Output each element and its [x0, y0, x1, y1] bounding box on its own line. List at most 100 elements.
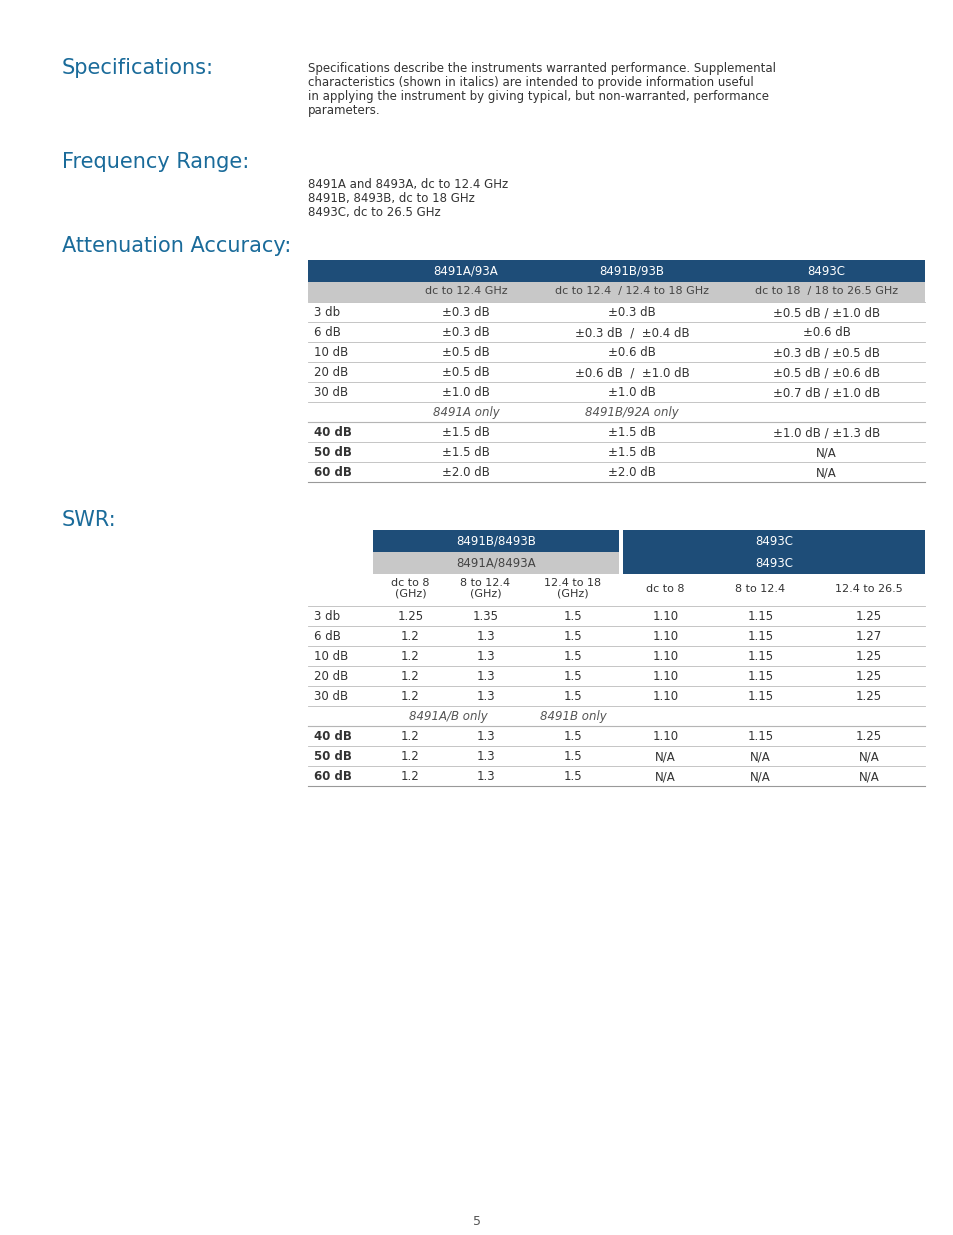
- Text: 8491B only: 8491B only: [539, 710, 606, 722]
- Text: ±1.0 dB / ±1.3 dB: ±1.0 dB / ±1.3 dB: [772, 426, 880, 438]
- Text: ±0.5 dB / ±0.6 dB: ±0.5 dB / ±0.6 dB: [772, 366, 879, 379]
- Text: 1.3: 1.3: [476, 750, 495, 763]
- Text: dc to 12.4  / 12.4 to 18 GHz: dc to 12.4 / 12.4 to 18 GHz: [555, 287, 708, 296]
- Text: 1.2: 1.2: [400, 769, 419, 783]
- Text: N/A: N/A: [655, 750, 675, 763]
- Text: 1.15: 1.15: [746, 610, 773, 622]
- Text: 1.25: 1.25: [855, 610, 882, 622]
- Text: 1.10: 1.10: [652, 730, 678, 743]
- Text: 12.4 to 18: 12.4 to 18: [544, 578, 601, 588]
- Text: ±1.5 dB: ±1.5 dB: [607, 426, 656, 438]
- Text: ±0.3 dB  /  ±0.4 dB: ±0.3 dB / ±0.4 dB: [574, 326, 689, 338]
- Text: 50 dB: 50 dB: [314, 750, 352, 763]
- Text: Attenuation Accuracy:: Attenuation Accuracy:: [62, 236, 291, 256]
- Text: dc to 8: dc to 8: [391, 578, 429, 588]
- Text: 1.15: 1.15: [746, 630, 773, 643]
- Bar: [373, 552, 618, 574]
- Text: 1.15: 1.15: [746, 671, 773, 683]
- Bar: [622, 552, 924, 574]
- Text: N/A: N/A: [815, 466, 836, 479]
- Text: N/A: N/A: [749, 769, 770, 783]
- Text: 1.3: 1.3: [476, 730, 495, 743]
- Text: 1.3: 1.3: [476, 690, 495, 703]
- Text: in applying the instrument by giving typical, but non-warranted, performance: in applying the instrument by giving typ…: [308, 90, 768, 103]
- Text: 8491A/8493A: 8491A/8493A: [456, 557, 536, 571]
- Text: 1.2: 1.2: [400, 690, 419, 703]
- Text: 5: 5: [473, 1215, 480, 1228]
- Text: 60 dB: 60 dB: [314, 466, 352, 479]
- Text: dc to 12.4 GHz: dc to 12.4 GHz: [424, 287, 507, 296]
- Text: 1.25: 1.25: [855, 730, 882, 743]
- Text: 1.5: 1.5: [563, 671, 581, 683]
- Text: ±1.5 dB: ±1.5 dB: [441, 446, 490, 459]
- Text: 1.25: 1.25: [855, 650, 882, 663]
- Text: N/A: N/A: [749, 750, 770, 763]
- Text: 1.5: 1.5: [563, 650, 581, 663]
- Text: 1.27: 1.27: [855, 630, 882, 643]
- Text: 1.25: 1.25: [397, 610, 423, 622]
- Text: 10 dB: 10 dB: [314, 650, 348, 663]
- Text: (GHz): (GHz): [469, 589, 500, 599]
- Text: 8493C: 8493C: [754, 557, 792, 571]
- Text: 20 dB: 20 dB: [314, 671, 348, 683]
- Text: Frequency Range:: Frequency Range:: [62, 152, 249, 172]
- Text: 1.5: 1.5: [563, 769, 581, 783]
- Text: 20 dB: 20 dB: [314, 366, 348, 379]
- Text: 8491A/B only: 8491A/B only: [408, 710, 487, 722]
- Text: 1.2: 1.2: [400, 650, 419, 663]
- Text: 3 db: 3 db: [314, 306, 340, 319]
- Text: N/A: N/A: [655, 769, 675, 783]
- Text: 30 dB: 30 dB: [314, 690, 348, 703]
- Text: 8493C, dc to 26.5 GHz: 8493C, dc to 26.5 GHz: [308, 206, 440, 219]
- Text: 1.2: 1.2: [400, 671, 419, 683]
- Text: ±0.6 dB: ±0.6 dB: [801, 326, 849, 338]
- Text: SWR:: SWR:: [62, 510, 116, 530]
- Text: ±1.0 dB: ±1.0 dB: [441, 387, 490, 399]
- Text: 1.15: 1.15: [746, 650, 773, 663]
- Text: 12.4 to 26.5: 12.4 to 26.5: [834, 584, 902, 594]
- Text: 8491B/93B: 8491B/93B: [598, 266, 664, 278]
- Text: N/A: N/A: [858, 750, 879, 763]
- Text: 60 dB: 60 dB: [314, 769, 352, 783]
- Text: ±1.5 dB: ±1.5 dB: [441, 426, 490, 438]
- Text: 8491A and 8493A, dc to 12.4 GHz: 8491A and 8493A, dc to 12.4 GHz: [308, 178, 508, 191]
- Text: ±0.3 dB: ±0.3 dB: [441, 306, 489, 319]
- Text: 1.5: 1.5: [563, 630, 581, 643]
- Text: 1.10: 1.10: [652, 690, 678, 703]
- Bar: [308, 261, 924, 282]
- Text: ±1.0 dB: ±1.0 dB: [607, 387, 656, 399]
- Text: 1.10: 1.10: [652, 610, 678, 622]
- Text: Specifications describe the instruments warranted performance. Supplemental: Specifications describe the instruments …: [308, 62, 775, 75]
- Text: 8 to 12.4: 8 to 12.4: [460, 578, 510, 588]
- Text: 8493C: 8493C: [754, 535, 792, 548]
- Text: 8491B/92A only: 8491B/92A only: [584, 406, 679, 419]
- Text: 1.10: 1.10: [652, 650, 678, 663]
- Text: 1.3: 1.3: [476, 650, 495, 663]
- Text: characteristics (shown in italics) are intended to provide information useful: characteristics (shown in italics) are i…: [308, 77, 753, 89]
- Text: ±2.0 dB: ±2.0 dB: [441, 466, 490, 479]
- Text: 1.5: 1.5: [563, 750, 581, 763]
- Text: 40 dB: 40 dB: [314, 730, 352, 743]
- Text: dc to 8: dc to 8: [645, 584, 684, 594]
- Text: 1.2: 1.2: [400, 630, 419, 643]
- Text: dc to 18  / 18 to 26.5 GHz: dc to 18 / 18 to 26.5 GHz: [754, 287, 897, 296]
- Text: (GHz): (GHz): [395, 589, 426, 599]
- Text: 8 to 12.4: 8 to 12.4: [735, 584, 784, 594]
- Text: 1.3: 1.3: [476, 671, 495, 683]
- Text: 1.5: 1.5: [563, 690, 581, 703]
- Bar: [308, 282, 924, 303]
- Text: 8493C: 8493C: [806, 266, 844, 278]
- Text: ±0.6 dB  /  ±1.0 dB: ±0.6 dB / ±1.0 dB: [574, 366, 689, 379]
- Text: 1.15: 1.15: [746, 690, 773, 703]
- Text: 8491A/93A: 8491A/93A: [434, 266, 497, 278]
- Text: 40 dB: 40 dB: [314, 426, 352, 438]
- Text: 1.10: 1.10: [652, 630, 678, 643]
- Text: 1.25: 1.25: [855, 671, 882, 683]
- Text: 6 dB: 6 dB: [314, 326, 340, 338]
- Bar: [373, 530, 618, 552]
- Text: ±1.5 dB: ±1.5 dB: [607, 446, 656, 459]
- Text: 8491A only: 8491A only: [432, 406, 498, 419]
- Text: 10 dB: 10 dB: [314, 346, 348, 359]
- Text: 50 dB: 50 dB: [314, 446, 352, 459]
- Text: ±0.5 dB / ±1.0 dB: ±0.5 dB / ±1.0 dB: [772, 306, 879, 319]
